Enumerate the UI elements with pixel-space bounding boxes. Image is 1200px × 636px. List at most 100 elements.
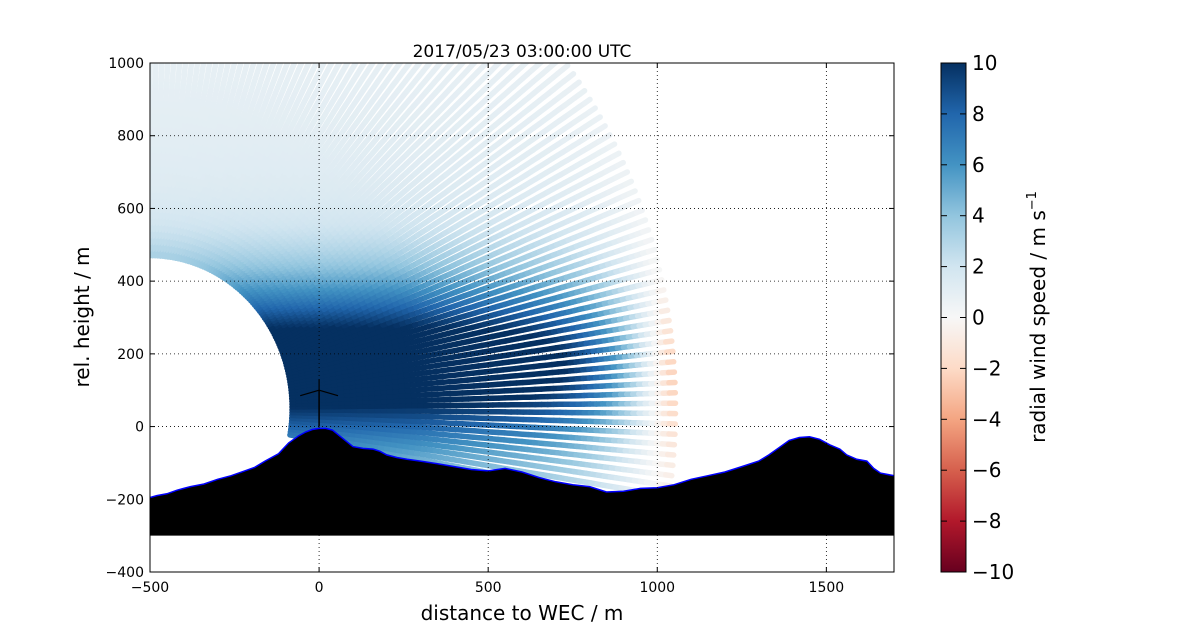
beam-segment — [482, 9, 486, 14]
beam-segment — [398, 4, 401, 10]
beam-segment — [391, 15, 394, 20]
beam-segment — [311, 0, 313, 3]
beam-segment — [396, 51, 400, 56]
beam-segment — [284, 28, 286, 34]
beam-segment — [411, 0, 415, 3]
beam-segment — [571, 79, 582, 89]
beam-segment — [443, 0, 447, 4]
beam-segment — [391, 0, 394, 4]
beam-segment — [349, 25, 352, 31]
beam-segment — [284, 7, 286, 13]
beam-segment — [505, 0, 509, 1]
beam-segment — [273, 16, 275, 22]
beam-segment — [344, 0, 347, 5]
beam-segment — [475, 2, 479, 7]
beam-segment — [441, 31, 445, 36]
beam-segment — [470, 23, 474, 28]
beam-segment — [478, 14, 482, 19]
beam-segment — [275, 10, 277, 16]
beam-segment — [374, 26, 377, 32]
beam-segment — [334, 53, 337, 59]
beam-segment — [429, 3, 433, 8]
beam-segment — [387, 4, 390, 10]
beam-segment — [371, 47, 374, 52]
beam-segment — [407, 35, 411, 40]
beam-segment — [343, 36, 346, 42]
scan-beam — [264, 87, 588, 326]
beam-segment — [662, 338, 675, 345]
beam-segment — [292, 45, 294, 51]
beam-segment — [269, 29, 271, 35]
beam-segment — [337, 48, 340, 54]
beam-segment — [267, 35, 269, 41]
beam-segment — [387, 36, 391, 41]
beam-segment — [337, 0, 340, 2]
beam-segment — [403, 40, 407, 45]
beam-segment — [296, 54, 299, 60]
beam-segment — [358, 8, 361, 14]
beam-segment — [378, 21, 381, 27]
beam-segment — [334, 2, 337, 8]
scan-beam — [288, 348, 676, 396]
beam-segment — [394, 25, 397, 30]
beam-segment — [319, 52, 322, 58]
beam-segment — [362, 33, 365, 39]
scan-beam — [289, 412, 678, 438]
beam-segment — [427, 35, 431, 40]
beam-segment — [294, 39, 296, 45]
beam-segment — [648, 256, 660, 265]
scan-beam — [267, 105, 598, 330]
beam-segment — [278, 25, 280, 31]
beam-segment — [319, 63, 327, 70]
beam-segment — [288, 37, 290, 43]
beam-segment — [614, 159, 626, 169]
beam-segment — [365, 43, 368, 49]
beam-segment — [364, 0, 367, 2]
beam-segment — [497, 6, 501, 11]
beam-segment — [500, 18, 504, 23]
beam-segment — [519, 11, 523, 16]
beam-segment — [451, 32, 455, 37]
beam-segment — [301, 42, 304, 48]
beam-segment — [400, 30, 404, 35]
beam-segment — [336, 63, 343, 66]
beam-segment — [645, 246, 658, 255]
scan-beam — [284, 266, 663, 374]
beam-segment — [428, 19, 432, 24]
beam-segment — [284, 49, 286, 55]
beam-segment — [636, 217, 649, 225]
beam-segment — [657, 297, 669, 305]
beam-segment — [512, 32, 516, 37]
beam-segment — [317, 22, 320, 28]
beam-segment — [371, 1, 374, 7]
beam-segment — [393, 40, 397, 45]
beam-segment — [401, 14, 405, 19]
beam-segment — [276, 63, 284, 70]
beam-segment — [539, 33, 544, 37]
beam-segment — [485, 20, 489, 25]
beam-segment — [358, 54, 361, 60]
beam-segment — [309, 63, 311, 64]
scan-beam — [272, 141, 618, 340]
beam-segment — [404, 24, 408, 29]
beam-segment — [271, 23, 273, 29]
beam-segment — [664, 358, 677, 366]
beam-segment — [490, 0, 494, 4]
beam-segment — [271, 44, 273, 50]
beam-segment — [313, 49, 316, 55]
beam-segment — [355, 29, 358, 35]
beam-segment — [355, 13, 358, 19]
beam-segment — [358, 39, 361, 45]
beam-segment — [361, 2, 364, 8]
beam-segment — [610, 150, 622, 159]
beam-segment — [390, 63, 394, 64]
beam-segment — [660, 317, 672, 325]
chart-title: 2017/05/23 03:00:00 UTC — [413, 42, 632, 62]
beam-segment — [304, 15, 306, 21]
scan-beam — [288, 358, 677, 399]
beam-segment — [361, 18, 364, 24]
beam-segment — [302, 0, 304, 6]
beam-segment — [384, 25, 387, 30]
beam-segment — [290, 51, 292, 57]
beam-segment — [449, 21, 453, 26]
